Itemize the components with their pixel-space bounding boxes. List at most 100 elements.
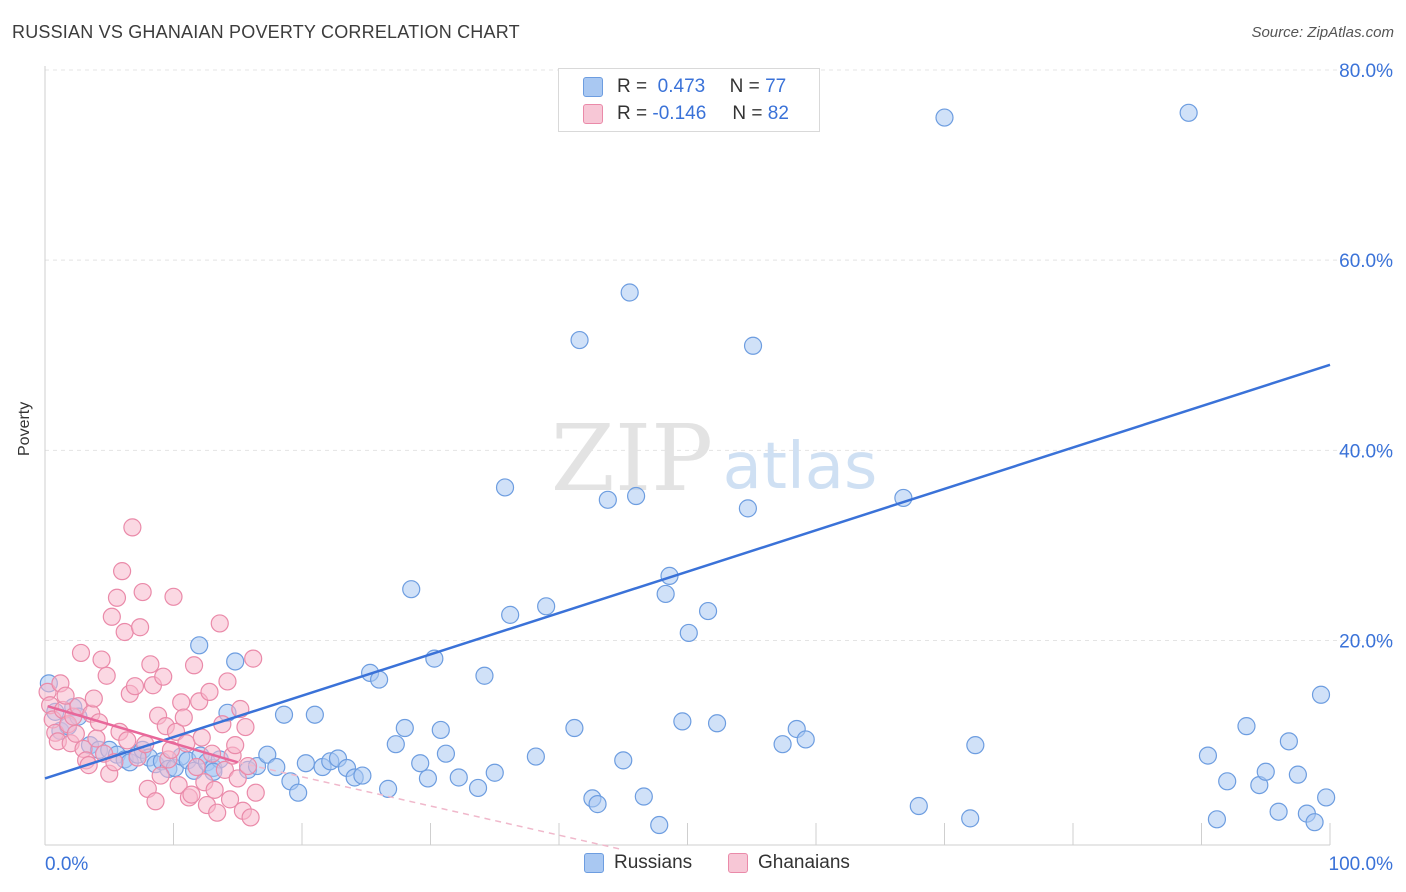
x-tick-label-min: 0.0% [45,854,88,875]
ghanaian-point [115,622,134,642]
n-label: N = [729,76,760,97]
chart-title: RUSSIAN VS GHANAIAN POVERTY CORRELATION … [12,22,520,42]
ghanaian-point [154,667,173,686]
russian-point [1218,772,1237,791]
russian-point [305,705,324,724]
russian-point [961,809,980,828]
russian-point [526,747,545,766]
russian-point [190,636,209,655]
russian-point [909,796,928,816]
ghanaian-point [208,803,227,822]
ghanaian-point [215,760,234,779]
ghanaians-trend-line [47,704,239,764]
ghanaian-point [244,649,263,668]
y-tick-label: 80.0% [1339,61,1393,82]
ghanaian-point [141,655,160,674]
ghanaian-point [84,689,103,708]
y-tick-label: 20.0% [1339,632,1393,653]
russian-point [436,744,456,763]
ghanaian-point [200,682,219,702]
russian-point [475,666,494,685]
russian-point [258,745,277,764]
ghanaian-point [130,618,150,637]
ghanaian-point [56,686,75,705]
ghanaians-legend-label: Ghanaians [758,852,850,873]
ghanaians-legend-swatch [728,853,748,873]
y-tick-label: 60.0% [1339,251,1393,272]
russian-point [495,478,515,497]
russian-point [296,754,315,773]
russian-point [1237,717,1256,736]
ghanaian-point [182,785,201,804]
russian-point [707,714,727,733]
russian-point [267,757,286,777]
bottom-legend-ghanaians: Ghanaians [728,852,850,874]
ghanaian-point [151,766,170,785]
russian-point [501,605,520,624]
ghanaian-point [97,666,116,685]
bottom-legend-russians: Russians [584,852,692,874]
ghanaian-point [238,756,258,776]
russian-point [598,490,617,509]
x-tick-label-max: 100.0% [1329,854,1394,875]
ghanaian-point [241,808,260,827]
russians-r-value: 0.473 [657,76,706,97]
ghanaian-point [146,792,165,811]
russian-point [679,623,698,643]
russian-point [289,783,308,802]
grid-lines [45,69,1394,642]
russian-point [1311,685,1331,704]
russian-point [1269,802,1288,821]
russian-point [378,779,398,798]
russian-point [773,735,792,754]
russian-point [1317,788,1336,807]
legend-row-russians: R = 0.473 N = 77 [583,75,786,99]
source-label: Source: ZipAtlas.com [1251,24,1394,41]
ghanaian-point [118,731,137,750]
russian-point [1305,813,1324,832]
ghanaian-point [220,790,240,809]
russian-point [1279,732,1298,751]
russian-point [431,720,450,740]
russian-point [614,751,633,770]
russian-point [485,763,504,782]
ghanaian-point [184,656,204,675]
ghanaian-point [187,757,206,777]
ghanaians-points [38,518,265,827]
russian-point [626,486,646,506]
russian-point [449,768,468,787]
ghanaian-point [164,587,183,606]
russian-point [966,736,985,755]
russian-point [395,718,414,738]
russian-point [411,754,430,773]
r-label: R = [617,76,648,97]
russian-point [537,597,556,616]
ghanaian-point [92,650,111,669]
russian-point [894,488,913,508]
ghanaians-n-value: 82 [767,103,789,124]
ghanaian-point [87,729,106,748]
russian-point [1256,762,1275,781]
russian-point [796,730,815,749]
russian-point [402,580,421,599]
russian-point [588,795,607,814]
ghanaian-point [192,728,211,747]
russian-point [673,712,692,731]
ghanaian-point [123,518,142,537]
ghanaian-point [205,780,224,799]
ghanaian-point [169,775,188,795]
russians-swatch [583,77,603,97]
russian-point [226,652,245,671]
russian-point [1288,765,1307,784]
russians-points [39,103,1336,835]
russian-point [274,705,294,724]
tick-labels: 20.0% 40.0% 60.0% 80.0% 0.0% 100.0% [45,61,1393,875]
russians-legend-label: Russians [614,852,693,873]
n-label: N = [732,103,763,124]
ghanaians-r-value: -0.146 [652,103,707,124]
russian-point [418,769,438,788]
ghanaian-point [210,614,229,633]
russian-point [1198,746,1218,765]
russians-n-value: 77 [765,76,787,97]
